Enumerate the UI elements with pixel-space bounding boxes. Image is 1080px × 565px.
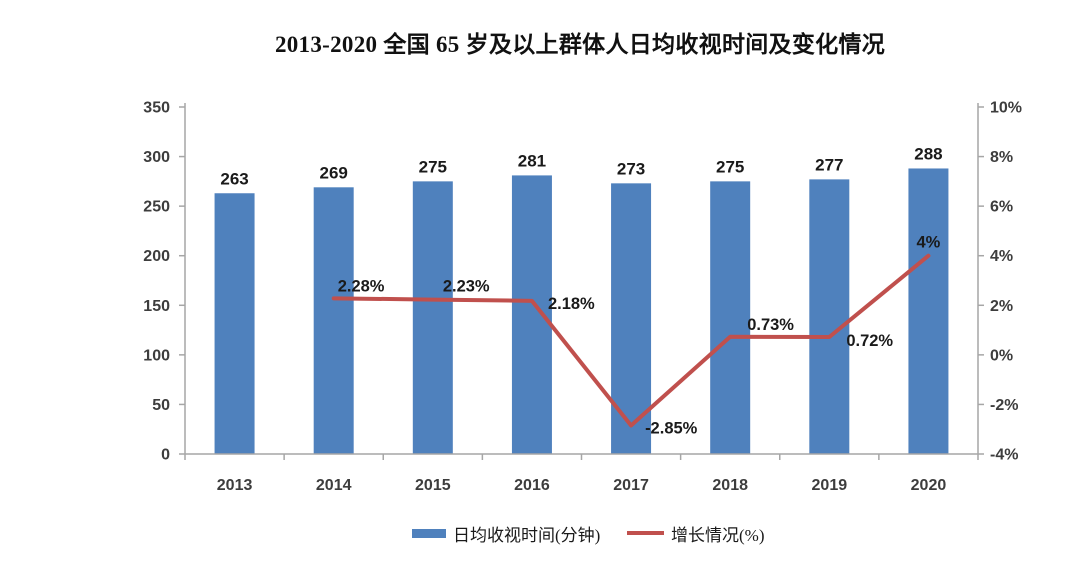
bar-value-label: 288	[914, 144, 942, 163]
legend-item-bar-series: 日均收视时间(分钟)	[412, 519, 600, 547]
x-axis-category-label: 2016	[514, 477, 550, 494]
line-value-label: 4%	[917, 234, 941, 252]
x-axis-category-label: 2014	[316, 477, 352, 494]
legend-line-series-label: 增长情况(%)	[671, 525, 765, 545]
line-value-label: 2.28%	[338, 277, 385, 295]
bar-value-label: 277	[815, 155, 843, 174]
right-axis-tick-label: 10%	[990, 100, 1022, 117]
line-value-label: 0.73%	[747, 316, 794, 334]
x-axis-category-label: 2020	[911, 477, 947, 494]
legend: 日均收视时间(分钟) 增长情况(%)	[0, 519, 1080, 549]
bar-2018	[710, 181, 751, 454]
line-series-swatch-icon	[627, 531, 664, 535]
right-axis-tick-label: 2%	[990, 298, 1013, 315]
right-axis-tick-label: -2%	[990, 397, 1018, 414]
bar-value-label: 275	[419, 157, 447, 176]
line-value-label: 2.23%	[443, 278, 490, 296]
right-axis-tick-label: 8%	[990, 149, 1013, 166]
bar-2019	[809, 179, 850, 455]
left-axis-tick-label: 150	[143, 298, 170, 315]
bar-2015	[412, 181, 453, 454]
legend-item-line-series: 增长情况(%)	[627, 519, 764, 547]
left-axis-tick-label: 0	[161, 447, 170, 464]
bar-value-label: 273	[617, 159, 645, 178]
left-axis-tick-label: 350	[143, 100, 170, 117]
right-axis-tick-label: 4%	[990, 248, 1013, 265]
chart-title: 2013-2020 全国 65 岁及以上群体人日均收视时间及变化情况	[274, 32, 886, 57]
bar-2013	[214, 193, 255, 455]
left-axis-tick-label: 250	[143, 199, 170, 216]
x-axis-category-label: 2013	[217, 477, 253, 494]
right-axis-tick-label: 6%	[990, 199, 1013, 216]
bar-2020	[908, 168, 949, 454]
bar-series-swatch-icon	[412, 528, 446, 538]
bar-value-label: 281	[518, 151, 546, 170]
line-value-label: 2.18%	[548, 295, 595, 313]
bar-2014	[313, 187, 354, 454]
legend-bar-series-label: 日均收视时间(分钟)	[453, 525, 601, 545]
bar-value-label: 269	[320, 163, 348, 182]
line-value-label: -2.85%	[645, 419, 698, 437]
left-axis-tick-label: 100	[143, 347, 170, 364]
x-axis-category-label: 2018	[712, 477, 748, 494]
left-axis-tick-label: 50	[152, 397, 170, 414]
line-value-label: 0.72%	[846, 332, 893, 350]
x-axis-category-label: 2019	[812, 477, 848, 494]
x-axis-category-label: 2017	[613, 477, 649, 494]
bar-2016	[511, 175, 552, 454]
left-axis-tick-label: 200	[143, 248, 170, 265]
bar-value-label: 275	[716, 157, 744, 176]
x-axis-category-label: 2015	[415, 477, 451, 494]
left-axis-tick-label: 300	[143, 149, 170, 166]
right-axis-tick-label: 0%	[990, 347, 1013, 364]
growth-line	[331, 253, 931, 428]
bar-value-label: 263	[220, 169, 248, 188]
right-axis-tick-label: -4%	[990, 447, 1018, 464]
